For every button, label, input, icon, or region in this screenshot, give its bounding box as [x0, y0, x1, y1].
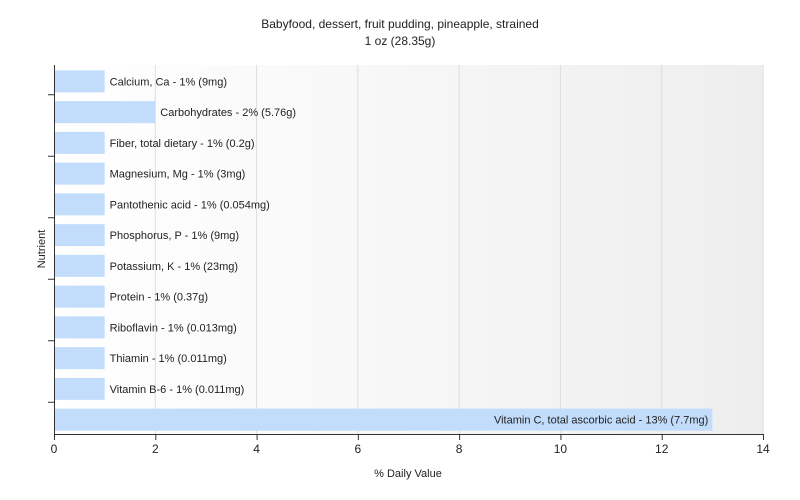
bar: [55, 224, 105, 247]
plot-background: [54, 65, 763, 434]
bar-label: Vitamin B-6 - 1% (0.011mg): [110, 384, 245, 396]
bar-label: Carbohydrates - 2% (5.76g): [160, 107, 296, 119]
bar-label: Vitamin C, total ascorbic acid - 13% (7.…: [494, 415, 708, 427]
bar: [55, 347, 105, 370]
x-tick-label: 2: [152, 442, 159, 456]
x-tick-label: 14: [756, 442, 770, 456]
x-tick-label: 6: [355, 442, 362, 456]
x-tick-label: 10: [554, 442, 568, 456]
bar-label: Fiber, total dietary - 1% (0.2g): [110, 138, 255, 150]
bar-label: Pantothenic acid - 1% (0.054mg): [110, 199, 270, 211]
bar-label: Protein - 1% (0.37g): [110, 292, 208, 304]
bar: [55, 285, 105, 308]
x-tick-label: 4: [253, 442, 260, 456]
axes: 0 2 4 6 8 10 12 14: [48, 65, 770, 456]
gridlines: [154, 65, 764, 434]
x-tick-label: 0: [51, 442, 58, 456]
chart-subtitle: 1 oz (28.35g): [365, 34, 436, 48]
x-tick-label: 8: [456, 442, 463, 456]
bar-labels: Calcium, Ca - 1% (9mg) Carbohydrates - 2%…: [110, 76, 709, 426]
bar: [55, 316, 105, 339]
bar: [55, 377, 105, 400]
bar-label: Magnesium, Mg - 1% (3mg): [110, 169, 246, 181]
bar-label: Potassium, K - 1% (23mg): [110, 261, 238, 273]
bar-label: Calcium, Ca - 1% (9mg): [110, 76, 227, 88]
bar: [55, 70, 105, 93]
bar-label: Thiamin - 1% (0.011mg): [110, 353, 227, 365]
bar-label: Phosphorus, P - 1% (9mg): [110, 230, 239, 242]
bar: [55, 193, 105, 216]
bar-label: Riboflavin - 1% (0.013mg): [110, 322, 237, 334]
bar: [55, 408, 713, 431]
bar: [55, 162, 105, 185]
bar: [55, 131, 105, 154]
y-axis-label: Nutrient: [36, 230, 48, 269]
chart-title: Babyfood, dessert, fruit pudding, pineap…: [261, 17, 539, 31]
x-tick-label: 12: [655, 442, 669, 456]
bar: [55, 101, 156, 124]
bars: [55, 70, 713, 431]
bar: [55, 254, 105, 277]
x-axis-label: % Daily Value: [374, 468, 442, 480]
